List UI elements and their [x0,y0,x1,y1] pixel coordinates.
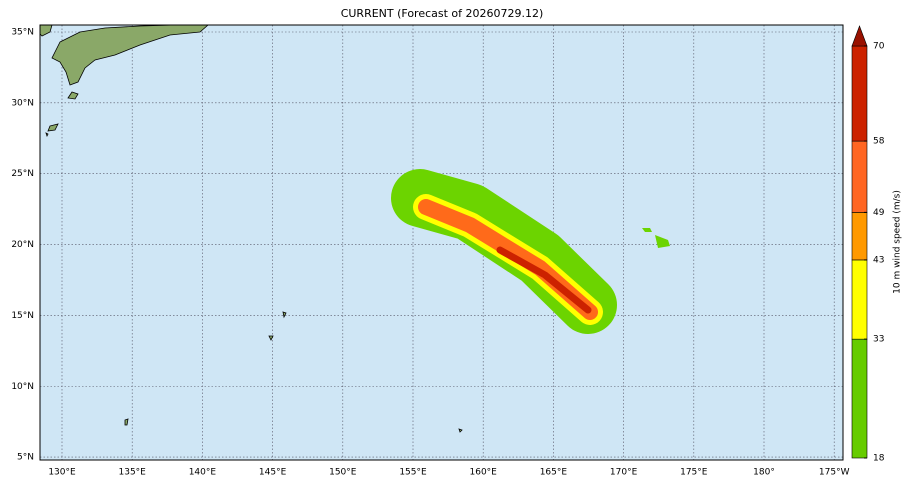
lat-tick-label: 10°N [11,382,34,392]
colorbar-segment [851,45,868,142]
map-title: CURRENT (Forecast of 20260729.12) [341,7,544,20]
colorbar-segment [851,338,868,459]
colorbar-segment [851,212,868,261]
land [39,24,463,433]
lon-tick-label: 145°E [259,468,287,478]
lon-tick-label: 175°E [680,468,708,478]
lon-tick-label: 135°E [119,468,147,478]
lon-tick-label: 140°E [189,468,217,478]
wind-swath [391,169,670,334]
map-frame [39,24,844,461]
colorbar-label: 10 m wind speed (m/s) [893,190,903,294]
lat-tick-label: 15°N [11,311,34,321]
colorbar-tick-label: 18 [873,454,885,464]
colorbar-tick-label: 43 [873,255,884,265]
colorbar-segment [851,259,868,340]
colorbar-segment [851,140,868,213]
lon-tick-label: 150°E [329,468,357,478]
lat-tick-label: 30°N [11,98,34,108]
colorbar-tick-label: 49 [873,208,885,218]
grid [40,25,843,460]
lat-tick-label: 35°N [11,28,34,38]
lat-tick-label: 25°N [11,169,34,179]
lon-tick-label: 170°E [610,468,638,478]
colorbar-tick-label: 70 [873,42,885,52]
ocean [40,25,843,460]
lon-tick-label: 175°W [819,468,850,478]
lat-tick-label: 20°N [11,240,34,250]
lon-tick-label: 160°E [470,468,498,478]
colorbar: 18 33 43 49 58 70 [851,25,885,464]
lon-tick-label: 155°E [399,468,427,478]
colorbar-tick-label: 33 [873,335,884,345]
lon-tick-label: 180° [753,468,775,478]
colorbar-tick-label: 58 [873,137,885,147]
colorbar-extension [851,25,868,47]
lon-tick-label: 130°E [48,468,76,478]
lon-tick-label: 165°E [540,468,568,478]
lat-tick-label: 5°N [17,453,34,463]
